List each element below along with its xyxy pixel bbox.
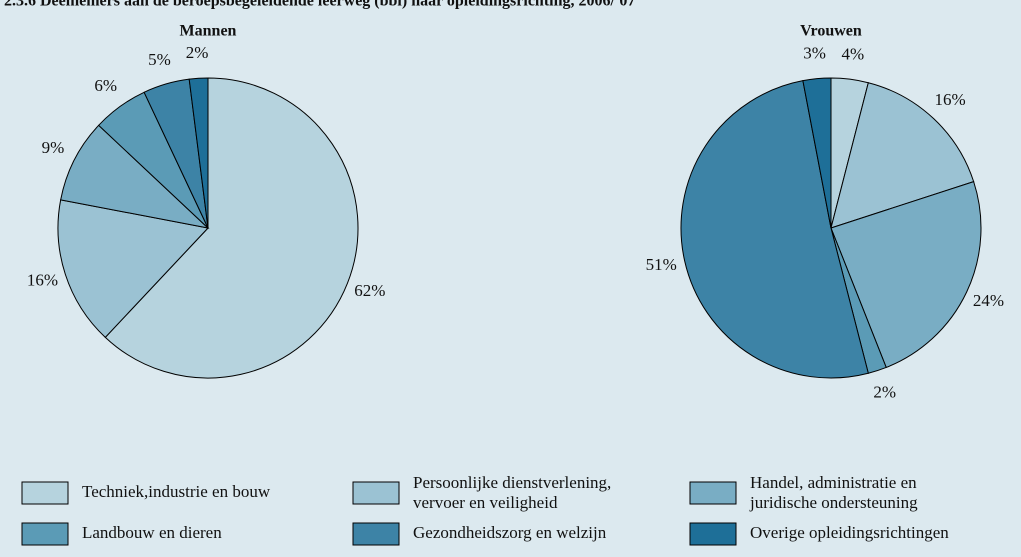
data-label: 2% bbox=[873, 382, 896, 401]
data-label: 3% bbox=[803, 44, 826, 63]
legend-label: Gezondheidszorg en welzijn bbox=[413, 523, 607, 542]
pie-slice bbox=[830, 82, 975, 229]
pie-title: Mannen bbox=[180, 23, 237, 40]
data-label: 6% bbox=[94, 76, 117, 95]
legend-swatch bbox=[21, 481, 69, 505]
data-label: 9% bbox=[42, 138, 65, 157]
data-label: 51% bbox=[646, 255, 677, 274]
pie-slice bbox=[802, 77, 832, 229]
legend-swatch bbox=[689, 481, 737, 505]
pie-slice bbox=[104, 77, 359, 379]
data-label: 4% bbox=[841, 44, 864, 63]
pie-title: Vrouwen bbox=[800, 23, 862, 40]
legend-swatch bbox=[21, 522, 69, 546]
legend-label: Handel, administratie en juridische onder… bbox=[749, 473, 918, 512]
pie-slice bbox=[680, 80, 869, 379]
legend-label: Techniek,industrie en bouw bbox=[82, 482, 271, 501]
legend-swatch bbox=[689, 522, 737, 546]
legend-label: Persoonlijke dienstverlening, vervoer en … bbox=[413, 473, 611, 512]
data-label: 5% bbox=[148, 50, 171, 69]
pie-slice bbox=[57, 199, 209, 339]
legend-label: Overige opleidingsrichtingen bbox=[750, 523, 949, 542]
pie-slice bbox=[60, 124, 210, 229]
page-title: 2.3.6 Deelnemers aan de beroepsbegeleide… bbox=[4, 0, 635, 10]
pie-slice bbox=[188, 77, 209, 229]
legend-swatch bbox=[352, 481, 400, 505]
data-label: 2% bbox=[186, 43, 209, 62]
pie-slice bbox=[830, 181, 982, 369]
data-label: 24% bbox=[973, 291, 1004, 310]
data-label: 16% bbox=[27, 271, 58, 290]
data-label: 16% bbox=[935, 90, 966, 109]
legend-swatch bbox=[352, 522, 400, 546]
legend-label: Landbouw en dieren bbox=[82, 523, 222, 542]
data-label: 62% bbox=[354, 281, 385, 300]
